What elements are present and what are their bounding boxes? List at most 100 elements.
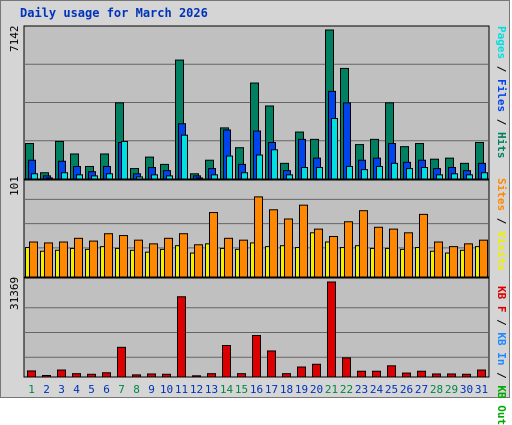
day-label-4: 4 bbox=[73, 383, 80, 396]
day-label-15: 15 bbox=[235, 383, 248, 396]
pages-bar-20 bbox=[316, 167, 323, 180]
kbf-bar-5 bbox=[87, 373, 96, 378]
day-label-12: 12 bbox=[190, 383, 203, 396]
kbf-bar-24 bbox=[372, 370, 381, 378]
day-label-11: 11 bbox=[175, 383, 188, 396]
kbf-bar-2 bbox=[42, 374, 51, 378]
day-label-10: 10 bbox=[160, 383, 173, 396]
pages-bar-5 bbox=[91, 175, 98, 180]
sites-bar-28 bbox=[434, 241, 443, 278]
day-label-23: 23 bbox=[355, 383, 368, 396]
pages-bar-29 bbox=[451, 173, 458, 180]
sites-bar-12 bbox=[194, 244, 203, 278]
pages-bar-4 bbox=[76, 174, 83, 180]
pages-bar-3 bbox=[61, 172, 68, 180]
kbf-bar-22 bbox=[342, 357, 351, 378]
kbf-bar-7 bbox=[117, 346, 126, 378]
kbf-bar-13 bbox=[207, 373, 216, 378]
pages-bar-31 bbox=[481, 172, 488, 180]
kbf-bar-25 bbox=[387, 365, 396, 378]
pages-bar-2 bbox=[46, 177, 53, 180]
kbf-bar-20 bbox=[312, 363, 321, 378]
day-label-28: 28 bbox=[430, 383, 443, 396]
day-label-30: 30 bbox=[460, 383, 473, 396]
pages-bar-14 bbox=[226, 155, 233, 180]
sites-bar-22 bbox=[344, 221, 353, 278]
kbf-bar-26 bbox=[402, 372, 411, 378]
pages-bar-11 bbox=[181, 134, 188, 180]
day-label-24: 24 bbox=[370, 383, 384, 396]
kbf-bar-12 bbox=[192, 375, 201, 378]
sites-bar-14 bbox=[224, 237, 233, 278]
sites-bar-3 bbox=[59, 241, 68, 278]
kbf-bar-9 bbox=[147, 373, 156, 378]
pages-bar-1 bbox=[31, 173, 38, 180]
sites-bar-16 bbox=[254, 196, 263, 278]
day-label-25: 25 bbox=[385, 383, 398, 396]
day-label-26: 26 bbox=[400, 383, 413, 396]
sites-bar-8 bbox=[134, 239, 143, 278]
sites-bar-6 bbox=[104, 233, 113, 278]
kbf-bar-29 bbox=[447, 373, 456, 378]
sites-bar-7 bbox=[119, 235, 128, 278]
pages-bar-28 bbox=[436, 174, 443, 180]
sites-bar-9 bbox=[149, 243, 158, 278]
sites-bar-20 bbox=[314, 228, 323, 278]
day-label-2: 2 bbox=[43, 383, 50, 396]
pages-bar-22 bbox=[346, 165, 353, 180]
kbf-bar-14 bbox=[222, 345, 231, 378]
day-label-21: 21 bbox=[325, 383, 338, 396]
sites-bar-31 bbox=[479, 239, 488, 278]
pages-bar-19 bbox=[301, 167, 308, 180]
kbf-bar-23 bbox=[357, 370, 366, 378]
sites-bar-21 bbox=[329, 235, 338, 278]
day-label-7: 7 bbox=[118, 383, 125, 396]
day-label-27: 27 bbox=[415, 383, 428, 396]
day-label-6: 6 bbox=[103, 383, 110, 396]
pages-bar-21 bbox=[331, 117, 338, 180]
kbf-bar-3 bbox=[57, 369, 66, 378]
sites-bar-18 bbox=[284, 218, 293, 278]
pages-bar-25 bbox=[391, 162, 398, 180]
kbf-bar-28 bbox=[432, 373, 441, 378]
sites-bar-10 bbox=[164, 237, 173, 278]
kbf-bar-31 bbox=[477, 369, 486, 378]
kbf-bar-17 bbox=[267, 350, 276, 378]
pages-bar-9 bbox=[151, 174, 158, 180]
daily-usage-chart: 1 2 3 4 5 6 7 8 9 10 11 12 13 14 15 16 17 18 19 20 21 22 23 24 2… bbox=[23, 25, 490, 396]
kbf-bar-1 bbox=[27, 370, 36, 378]
sites-bar-27 bbox=[419, 213, 428, 278]
kbf-bar-6 bbox=[102, 372, 111, 378]
kbf-bar-30 bbox=[462, 373, 471, 378]
sites-bar-15 bbox=[239, 239, 248, 278]
sites-bar-5 bbox=[89, 240, 98, 278]
pages-bar-24 bbox=[376, 165, 383, 180]
pages-bar-27 bbox=[421, 167, 428, 180]
pages-bar-30 bbox=[466, 174, 473, 180]
kbf-bar-19 bbox=[297, 366, 306, 378]
pages-bar-8 bbox=[136, 176, 143, 180]
pages-bar-15 bbox=[241, 172, 248, 180]
sites-bar-13 bbox=[209, 212, 218, 278]
kbf-bar-10 bbox=[162, 373, 171, 378]
kbf-bar-8 bbox=[132, 374, 141, 378]
day-label-8: 8 bbox=[133, 383, 140, 396]
pages-bar-13 bbox=[211, 174, 218, 180]
sites-bar-1 bbox=[29, 241, 38, 278]
day-label-14: 14 bbox=[220, 383, 234, 396]
chart-title: Daily usage for March 2026 bbox=[20, 6, 208, 20]
kbf-bar-16 bbox=[252, 335, 261, 378]
day-label-3: 3 bbox=[58, 383, 65, 396]
sites-bar-17 bbox=[269, 209, 278, 278]
day-label-13: 13 bbox=[205, 383, 218, 396]
kbf-bar-27 bbox=[417, 370, 426, 378]
day-label-17: 17 bbox=[265, 383, 278, 396]
kbf-bar-11 bbox=[177, 296, 186, 378]
sites-bar-11 bbox=[179, 233, 188, 278]
pages-bar-10 bbox=[166, 175, 173, 180]
kbf-bar-15 bbox=[237, 373, 246, 378]
day-label-18: 18 bbox=[280, 383, 293, 396]
sites-bar-19 bbox=[299, 204, 308, 278]
pages-bar-23 bbox=[361, 169, 368, 180]
day-label-31: 31 bbox=[475, 383, 488, 396]
